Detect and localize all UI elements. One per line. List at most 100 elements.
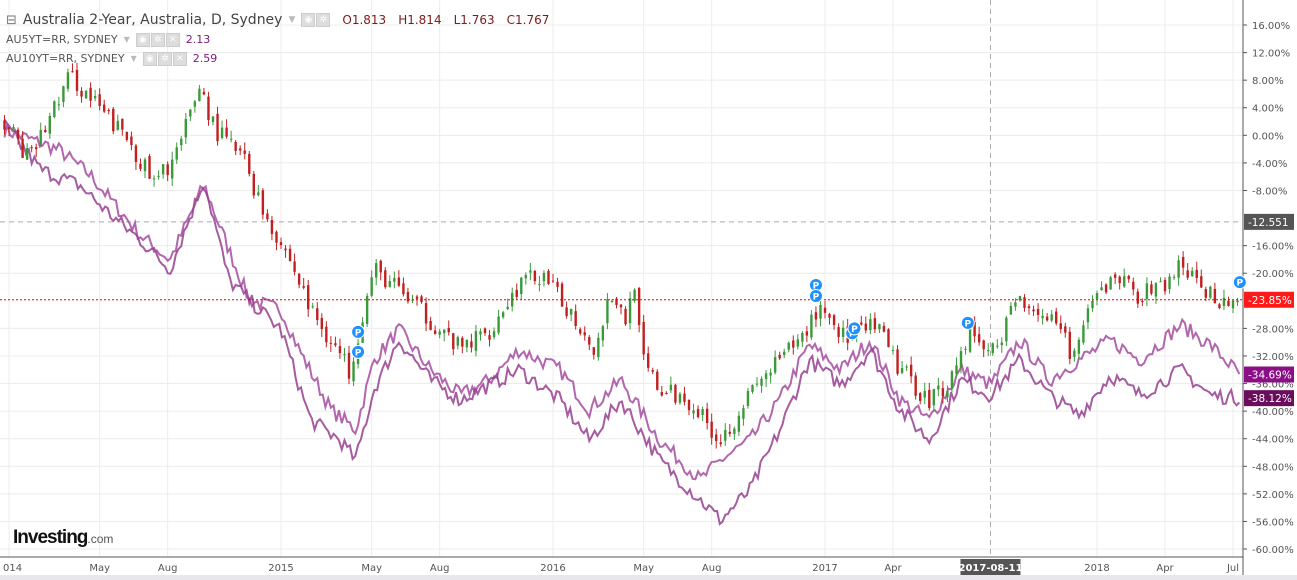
candle [307, 285, 310, 310]
candle [964, 348, 967, 350]
candles-group [3, 62, 1239, 449]
eye-icon[interactable]: ◉ [135, 32, 150, 47]
candle [1181, 257, 1185, 268]
candle [1145, 283, 1149, 300]
candle [1172, 276, 1176, 278]
series-label[interactable]: AU10YT=RR, SYDNEY [6, 52, 125, 65]
x-tick-label: Apr [884, 563, 902, 574]
event-marker-icon [351, 324, 366, 339]
candle [465, 339, 469, 348]
candle [1136, 291, 1140, 304]
candle [968, 324, 972, 352]
dropdown-icon[interactable]: ▼ [288, 15, 296, 25]
x-tick-label: 2017 [812, 563, 837, 574]
candle [692, 410, 695, 414]
candle [415, 296, 419, 299]
candle [1091, 300, 1094, 309]
candle [257, 192, 260, 196]
candle [501, 312, 505, 318]
eye-icon[interactable]: ◉ [301, 13, 316, 27]
candle [710, 421, 713, 438]
candle [1005, 317, 1008, 342]
collapse-icon[interactable]: ⊟ [6, 12, 17, 28]
x-tick-label: 014 [3, 563, 22, 574]
candle [556, 281, 559, 287]
candle [819, 305, 822, 319]
y-tick-label: -16.00% [1252, 242, 1294, 253]
candle [696, 409, 700, 418]
candle [1236, 300, 1239, 303]
close-icon[interactable]: ✕ [172, 51, 187, 66]
event-marker-label: P [851, 325, 858, 335]
y-tick-label: -4.00% [1252, 159, 1287, 170]
candle [524, 275, 528, 279]
series-value: 2.13 [185, 33, 211, 46]
candle [112, 108, 115, 132]
candle [1086, 308, 1090, 323]
candle [506, 306, 509, 310]
candle [243, 150, 246, 154]
candle [16, 129, 20, 140]
y-tick-label: 8.00% [1252, 76, 1284, 87]
candle [574, 311, 577, 327]
candle [338, 346, 342, 354]
candle [778, 354, 781, 359]
last-label-5y: -34.69% [1248, 370, 1292, 382]
investing-logo[interactable]: Investing.com [13, 527, 113, 549]
gear-icon[interactable]: ✲ [157, 51, 172, 66]
candle [452, 333, 455, 350]
legend-main-title[interactable]: Australia 2-Year, Australia, D, Sydney [22, 12, 283, 28]
candle [1073, 350, 1076, 357]
candle [30, 147, 33, 149]
candle [787, 342, 790, 350]
candle [379, 260, 382, 273]
candle [1150, 284, 1153, 294]
candle [887, 329, 890, 348]
candle [760, 378, 763, 386]
candle [905, 366, 908, 368]
ohlc-close: C1.767 [506, 13, 550, 27]
crosshair-y-label-bg [1244, 213, 1294, 230]
series-line-AU10YT=RR [3, 118, 1241, 526]
candle [1195, 269, 1198, 278]
candle [891, 350, 895, 352]
candle [538, 284, 541, 286]
candle [733, 428, 736, 434]
event-marker-label: P [813, 281, 820, 291]
series-value: 2.59 [192, 52, 218, 65]
candle [474, 331, 478, 351]
event-marker-icon [808, 288, 823, 303]
dropdown-icon[interactable]: ▼ [123, 35, 130, 44]
candle [397, 277, 401, 286]
candle [320, 317, 324, 330]
candle [143, 159, 147, 172]
candle [261, 190, 265, 215]
candle [84, 90, 88, 99]
series-label[interactable]: AU5YT=RR, SYDNEY [6, 33, 118, 46]
candle [991, 343, 994, 354]
close-icon[interactable]: ✕ [165, 32, 180, 47]
eye-icon[interactable]: ◉ [142, 51, 157, 66]
gear-icon[interactable]: ✲ [150, 32, 165, 47]
candle [610, 300, 614, 302]
candle [1159, 281, 1162, 283]
candle [103, 104, 106, 112]
candle [928, 389, 931, 409]
candle [252, 173, 256, 196]
candle [764, 373, 768, 380]
candle [1209, 286, 1212, 298]
candle [1018, 295, 1022, 301]
candle [1100, 287, 1103, 291]
candle [266, 213, 269, 220]
y-tick-label: -8.00% [1252, 186, 1287, 197]
crosshair-y-label: -12.551 [1248, 217, 1289, 229]
candle [166, 164, 169, 176]
gear-icon[interactable]: ✲ [316, 13, 331, 27]
candle [443, 329, 446, 334]
candle [982, 340, 985, 350]
candle [900, 368, 904, 373]
dropdown-icon[interactable]: ▼ [130, 54, 137, 63]
candle [220, 127, 224, 138]
